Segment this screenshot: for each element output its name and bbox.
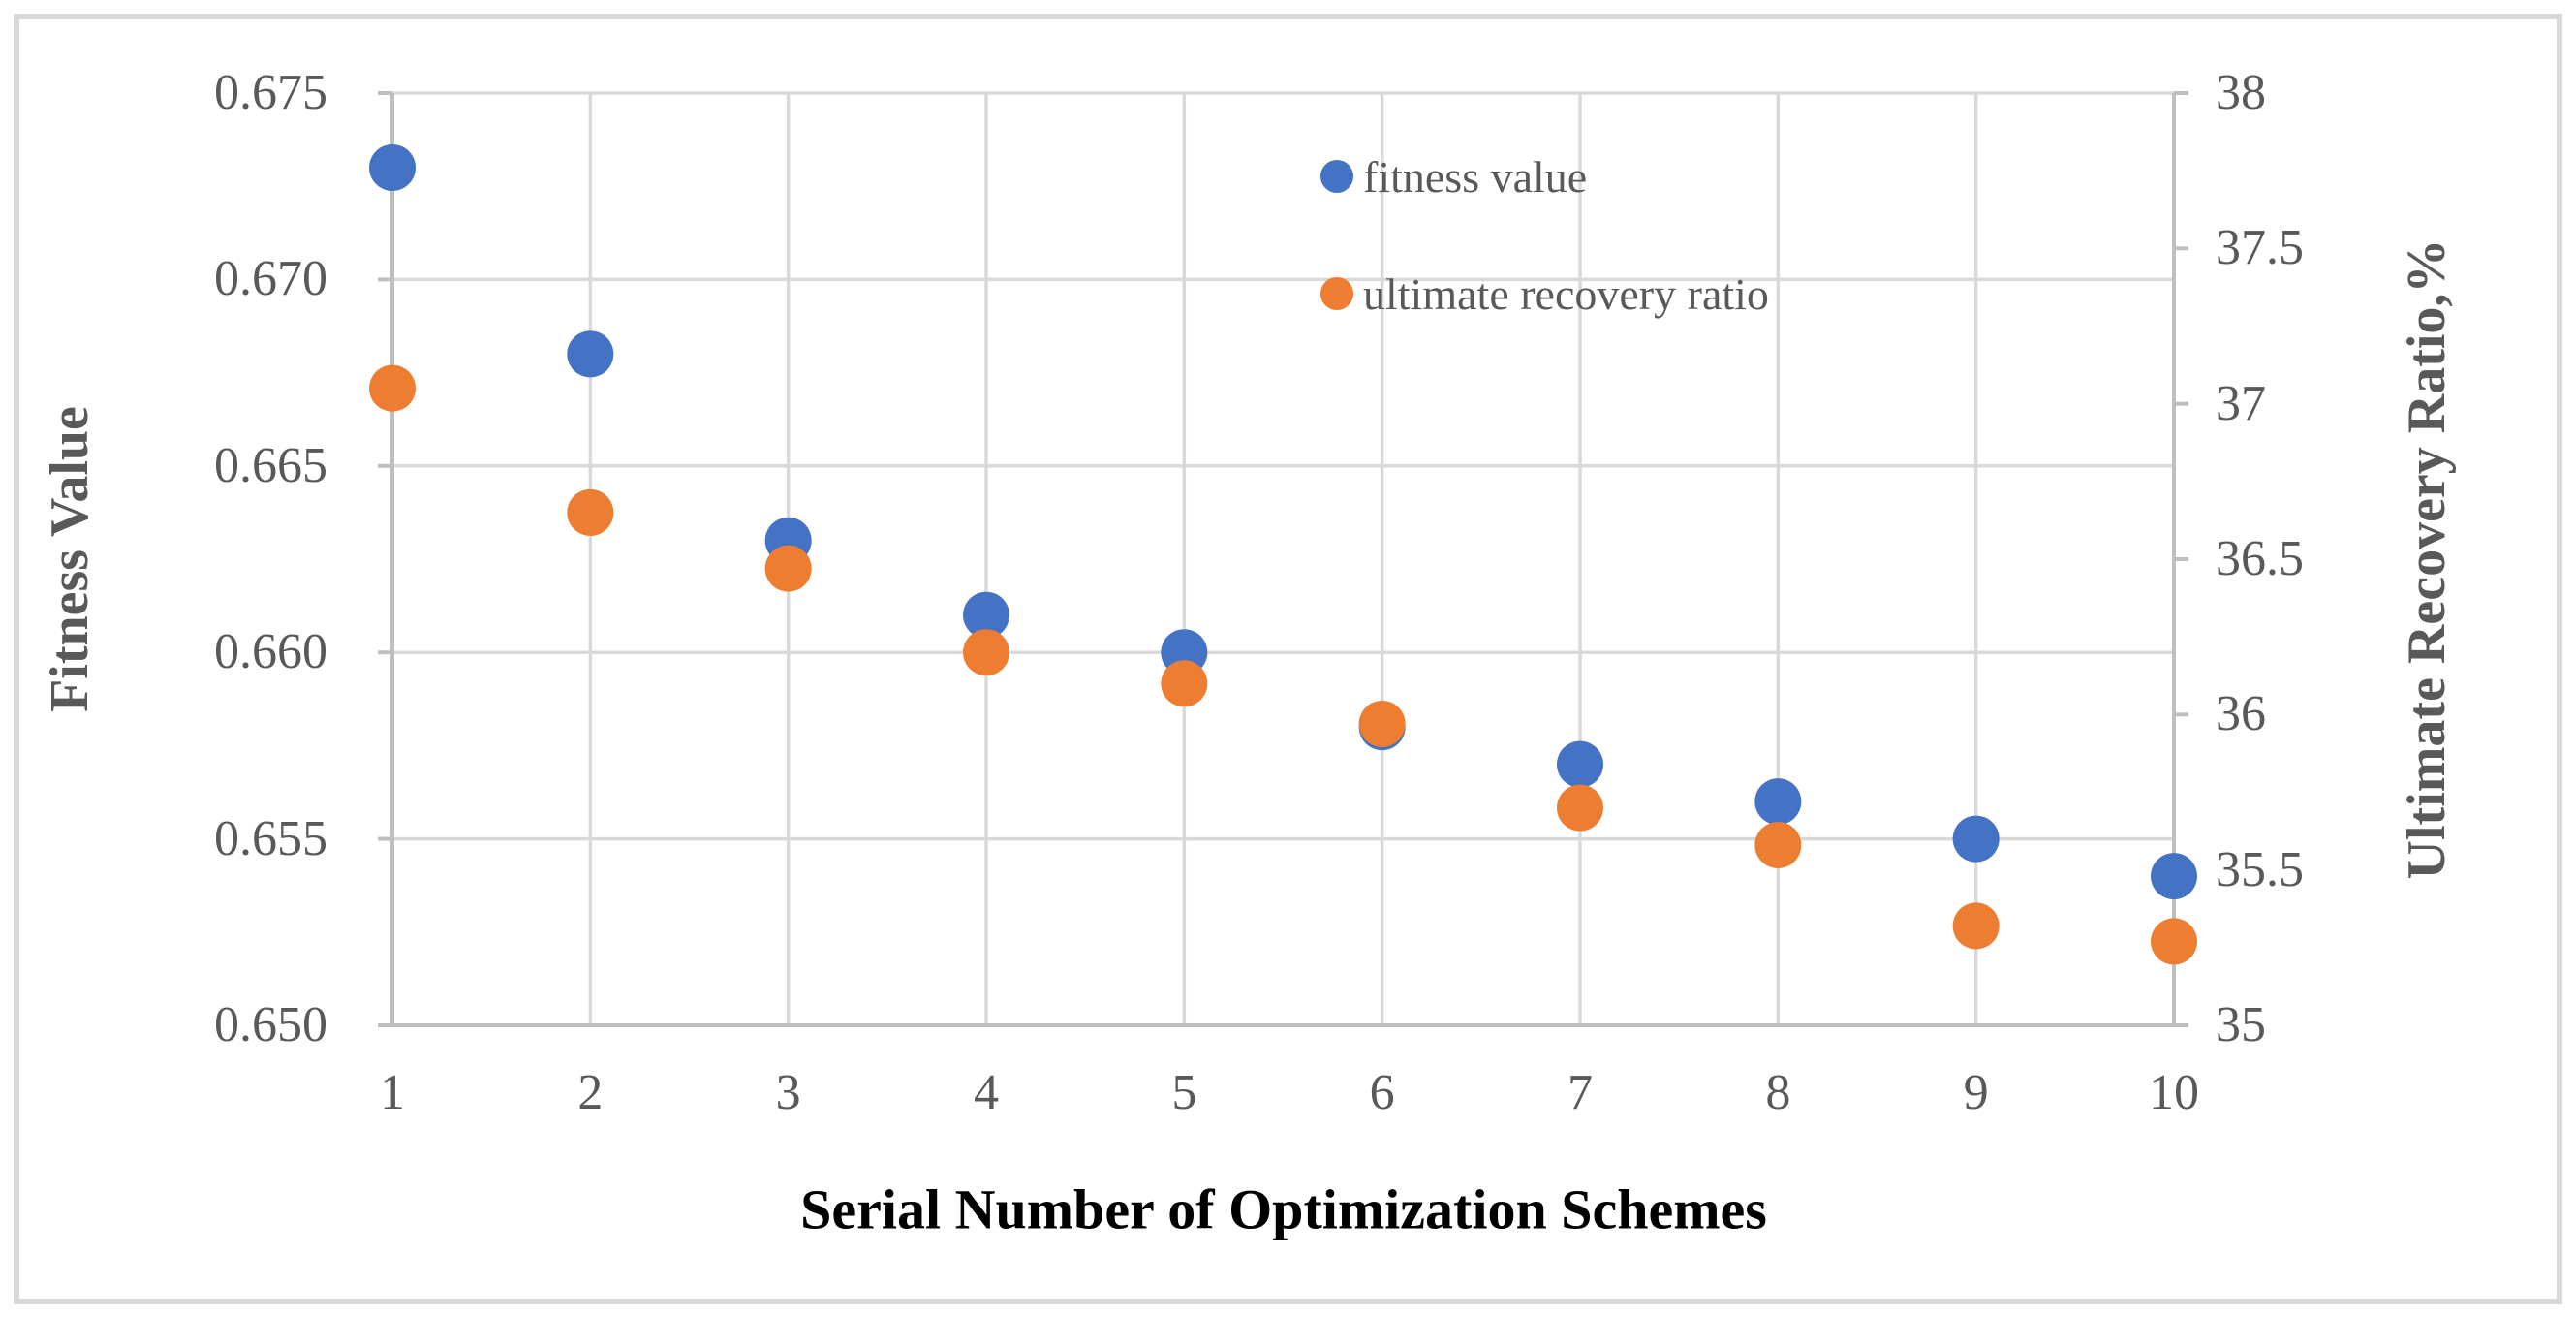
data-point-ultimate-recovery-ratio <box>1557 784 1603 832</box>
x-axis-title: Serial Number of Optimization Schemes <box>800 1177 1767 1241</box>
ultimate-recovery-ratio-legend-marker-icon <box>1320 277 1353 310</box>
data-point-ultimate-recovery-ratio <box>1754 822 1802 869</box>
data-point-ultimate-recovery-ratio <box>764 545 812 592</box>
data-point-fitness-value <box>2151 853 2197 900</box>
legend-item-fitness-value: fitness value <box>1320 138 1587 215</box>
y-axis-right-tick-label: 37 <box>2216 375 2266 431</box>
y-axis-left-tick-label: 0.665 <box>214 437 327 493</box>
data-point-fitness-value <box>369 143 416 191</box>
y-axis-right-tick-label: 37.5 <box>2216 220 2304 276</box>
data-point-fitness-value <box>1952 815 2000 863</box>
x-axis-tick-label: 7 <box>1567 1065 1593 1120</box>
series-points-fitness-value <box>369 143 2197 900</box>
vertical-gridlines <box>588 93 1978 1025</box>
data-point-ultimate-recovery-ratio <box>1161 660 1208 707</box>
y-axis-right-tick-label: 36.5 <box>2216 531 2304 586</box>
y-axis-left-tick-label: 0.675 <box>214 65 327 120</box>
legend-label-ultimate-recovery-ratio: ultimate recovery ratio <box>1363 268 1769 319</box>
data-point-ultimate-recovery-ratio <box>1952 902 2000 950</box>
y-axis-left-tick-label: 0.655 <box>214 810 327 866</box>
series-points-ultimate-recovery-ratio <box>369 364 2197 965</box>
figure-border <box>14 14 2562 1304</box>
y-axis-left-tick-label: 0.660 <box>214 624 327 680</box>
data-point-ultimate-recovery-ratio <box>963 629 1009 676</box>
y-axis-left-tick-label: 0.670 <box>214 251 327 307</box>
data-point-fitness-value <box>1557 740 1603 788</box>
fitness-value-legend-marker-icon <box>1320 160 1353 193</box>
x-axis-tick-label: 4 <box>974 1065 999 1120</box>
y-axis-right-tick-label: 38 <box>2216 65 2266 120</box>
x-axis-tick-label: 5 <box>1171 1065 1197 1120</box>
data-point-fitness-value <box>1754 778 1802 826</box>
x-axis-tick-label: 10 <box>2149 1065 2199 1120</box>
legend-label-fitness-value: fitness value <box>1363 151 1588 202</box>
x-axis-tick-label: 2 <box>577 1065 604 1120</box>
y-axis-right-tick-label: 36 <box>2216 686 2266 742</box>
data-point-fitness-value <box>567 330 614 378</box>
horizontal-gridlines <box>392 91 2174 841</box>
data-point-ultimate-recovery-ratio <box>369 364 416 412</box>
axis-tick-marks <box>378 91 2188 1027</box>
y-axis-left-tick-label: 0.650 <box>214 997 327 1052</box>
data-point-ultimate-recovery-ratio <box>1358 700 1406 747</box>
x-axis-tick-label: 3 <box>775 1065 801 1120</box>
x-axis-tick-label: 6 <box>1369 1065 1395 1120</box>
data-point-ultimate-recovery-ratio <box>567 488 614 536</box>
x-axis-tick-label: 8 <box>1765 1065 1791 1120</box>
data-point-fitness-value <box>963 591 1009 639</box>
x-axis-tick-label: 1 <box>380 1065 405 1120</box>
x-axis-tick-label: 9 <box>1963 1065 1989 1120</box>
axis-lines <box>378 93 2188 1027</box>
y-axis-right-tick-label: 35.5 <box>2216 841 2304 897</box>
legend-item-ultimate-recovery-ratio: ultimate recovery ratio <box>1320 255 1769 332</box>
data-point-ultimate-recovery-ratio <box>2151 918 2197 965</box>
y-axis-right-tick-label: 35 <box>2216 997 2266 1052</box>
